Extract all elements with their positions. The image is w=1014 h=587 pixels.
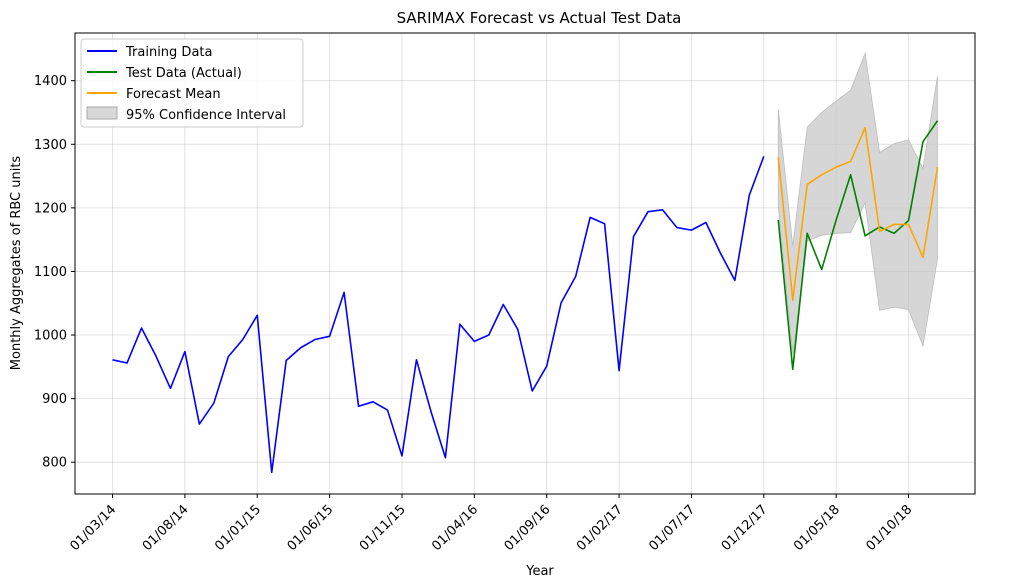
legend-box xyxy=(80,38,304,128)
legend-label-interval: 95% Confidence Interval xyxy=(126,108,286,123)
y-tick-label: 1400 xyxy=(34,74,67,89)
y-axis-ticks: 800 900 1000 1100 1200 1300 1400 xyxy=(34,74,75,471)
x-tick-label: 01/03/14 xyxy=(67,502,119,554)
test-data-line xyxy=(777,120,939,371)
x-tick-label: 01/02/17 xyxy=(574,502,626,554)
legend-label-forecast: Forecast Mean xyxy=(126,87,221,102)
series-line-layer xyxy=(112,120,939,474)
legend: Training Data Test Data (Actual) Forecas… xyxy=(80,38,304,128)
x-tick-label: 01/09/16 xyxy=(502,502,554,554)
legend-swatch-interval xyxy=(86,106,118,120)
x-tick-label: 01/11/15 xyxy=(357,502,409,554)
x-axis-ticks: 01/03/14 01/08/14 01/01/15 01/06/15 01/11/15… xyxy=(67,494,915,554)
x-tick-label: 01/10/18 xyxy=(863,502,915,554)
y-tick-label: 900 xyxy=(42,392,67,407)
legend-label-training: Training Data xyxy=(125,45,212,60)
x-tick-label: 01/04/16 xyxy=(429,502,481,554)
y-tick-label: 1000 xyxy=(34,329,67,344)
training-data-line xyxy=(112,156,765,474)
legend-label-test: Test Data (Actual) xyxy=(125,66,242,81)
y-tick-label: 1300 xyxy=(34,138,67,153)
x-tick-label: 01/06/15 xyxy=(285,502,337,554)
x-tick-label: 01/05/18 xyxy=(791,502,843,554)
y-tick-label: 800 xyxy=(42,456,67,471)
x-tick-label: 01/01/15 xyxy=(212,502,264,554)
plot-frame xyxy=(74,32,976,495)
y-axis-title: Monthly Aggregates of RBC units xyxy=(9,156,24,371)
x-tick-label: 01/08/14 xyxy=(140,502,192,554)
x-tick-label: 01/12/17 xyxy=(719,502,771,554)
x-axis-title: Year xyxy=(525,564,554,579)
y-tick-label: 1100 xyxy=(34,265,67,280)
y-tick-label: 1200 xyxy=(34,201,67,216)
x-tick-label: 01/07/17 xyxy=(646,502,698,554)
forecast-mean-line xyxy=(777,126,939,301)
chart-title: SARIMAX Forecast vs Actual Test Data xyxy=(397,9,682,27)
